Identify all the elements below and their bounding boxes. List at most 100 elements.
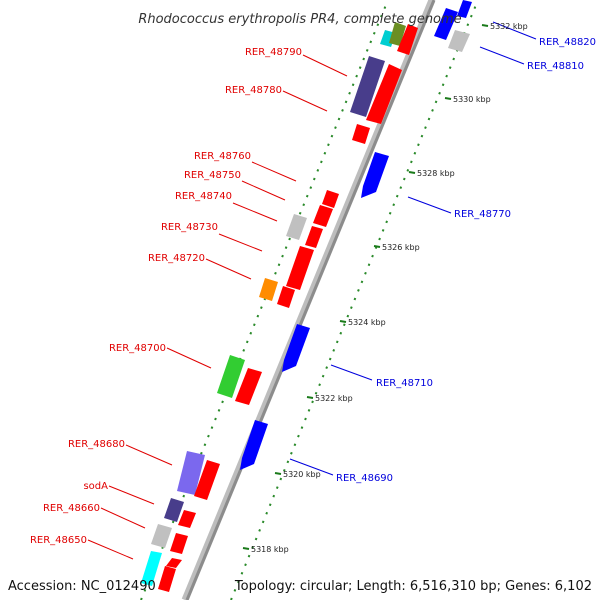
gene-label-rer_48730[interactable]: RER_48730 xyxy=(161,222,218,233)
gene-features xyxy=(141,0,472,592)
gene-arrow-rer-48790[interactable] xyxy=(350,56,385,117)
gene-arrow-rer-48730[interactable] xyxy=(286,246,314,290)
guide-dot xyxy=(342,323,346,327)
guide-dot xyxy=(383,6,387,9)
gene-arrow-rer-48760[interactable] xyxy=(322,190,339,208)
guide-dot xyxy=(182,494,186,498)
gene-arrow-rer-48740[interactable] xyxy=(286,214,307,240)
genome-title: Rhodococcus erythropolis PR4, complete g… xyxy=(138,12,461,27)
guide-dot xyxy=(309,186,313,189)
gene-label-rer_48690[interactable]: RER_48690 xyxy=(336,473,393,484)
guide-dot xyxy=(251,546,254,549)
leader-line-rer_48790 xyxy=(302,54,348,77)
gene-arrow-rer-48680[interactable] xyxy=(177,451,205,495)
gene-arrow-rer-48660[interactable] xyxy=(151,524,172,548)
gene-arrow-red-h[interactable] xyxy=(305,226,323,248)
gene-label-rer_48710[interactable]: RER_48710 xyxy=(376,378,433,389)
guide-dot xyxy=(207,434,210,438)
gene-arrow-rer-48690[interactable] xyxy=(240,420,268,470)
gene-label-rer_48780[interactable]: RER_48780 xyxy=(225,85,282,96)
gene-arrow-red-g[interactable] xyxy=(277,286,295,308)
guide-dot xyxy=(297,434,300,438)
guide-dot xyxy=(335,340,339,344)
gene-label-rer_48770[interactable]: RER_48770 xyxy=(454,209,511,220)
leader-line-rer_48710 xyxy=(330,364,373,381)
gene-arrow-rer-48700[interactable] xyxy=(217,355,245,398)
guide-dot xyxy=(328,357,332,361)
guide-dot xyxy=(316,169,320,172)
guide-dot xyxy=(268,503,272,507)
guide-dot xyxy=(321,374,325,378)
topology-text: Topology: circular; Length: 6,516,310 bp… xyxy=(234,579,592,594)
guide-dot xyxy=(431,109,434,112)
guide-dot xyxy=(392,203,396,207)
guide-dot xyxy=(341,109,344,112)
guide-dot xyxy=(272,494,276,498)
leader-lines xyxy=(87,21,537,560)
scale-tick-mark xyxy=(339,320,347,323)
gene-label-rer_48750[interactable]: RER_48750 xyxy=(184,170,241,181)
gene-label-rer_48810[interactable]: RER_48810 xyxy=(527,61,584,72)
gene-label-rer_48740[interactable]: RER_48740 xyxy=(175,191,232,202)
guide-dot xyxy=(323,151,327,155)
gene-label-rer_48790[interactable]: RER_48790 xyxy=(245,47,302,58)
guide-dot xyxy=(452,57,456,61)
gene-arrow-rer-48770[interactable] xyxy=(361,152,389,198)
gene-arrow-rer-48710[interactable] xyxy=(282,324,310,372)
gene-arrow-rer-48780[interactable] xyxy=(366,64,402,124)
gene-arrow-top-blue-small[interactable] xyxy=(457,0,472,18)
gene-arrow-red-e[interactable] xyxy=(194,460,220,500)
guide-dot xyxy=(348,91,351,95)
guide-dot xyxy=(274,271,277,275)
gene-arrow-rer-48810[interactable] xyxy=(448,30,470,52)
gene-label-rer_48660[interactable]: RER_48660 xyxy=(43,503,100,514)
guide-dot xyxy=(252,323,256,327)
gene-arrow-rer-48780-small[interactable] xyxy=(352,124,370,144)
gene-arrow-red-f[interactable] xyxy=(235,368,262,405)
leader-line-rer_48700 xyxy=(166,347,212,369)
gene-label-rer_48650[interactable]: RER_48650 xyxy=(30,535,87,546)
guide-dot xyxy=(365,49,369,52)
scale-tick-label: 5328 kbp xyxy=(417,169,455,178)
guide-dot xyxy=(298,211,302,215)
guide-dot xyxy=(143,589,147,592)
scale-tick-label: 5322 kbp xyxy=(315,394,353,403)
guide-dot xyxy=(314,391,318,395)
gene-label-soda[interactable]: sodA xyxy=(83,481,108,492)
gene-arrow-red-c[interactable] xyxy=(170,533,188,554)
gene-arrow-rer-48650[interactable] xyxy=(141,551,162,586)
gene-arrow-red-b[interactable] xyxy=(166,558,182,568)
guide-dot xyxy=(445,74,448,78)
gene-label-rer_48720[interactable]: RER_48720 xyxy=(148,253,205,264)
guide-dot xyxy=(330,134,334,138)
guide-dot xyxy=(395,194,399,198)
guide-dot xyxy=(388,211,392,215)
leader-line-rer_48690 xyxy=(289,458,334,476)
gene-label-rer_48820[interactable]: RER_48820 xyxy=(539,37,596,48)
leader-line-rer_48730 xyxy=(218,233,263,252)
guide-dot xyxy=(244,563,247,567)
scale-tick-mark xyxy=(444,97,452,100)
gene-arrow-red-d[interactable] xyxy=(178,510,196,528)
gene-label-rer_48700[interactable]: RER_48700 xyxy=(109,343,166,354)
gene-arrow-rer-48750[interactable] xyxy=(313,205,333,227)
guide-dot xyxy=(290,451,293,455)
leader-line-rer_48750 xyxy=(241,180,286,201)
gene-arrow-sodA[interactable] xyxy=(164,498,184,522)
guide-dot xyxy=(357,289,360,292)
gene-arrow-top-red[interactable] xyxy=(397,24,418,55)
gene-arrow-rer-48720[interactable] xyxy=(259,278,278,301)
gene-arrow-red-a[interactable] xyxy=(158,566,176,592)
guide-dot xyxy=(381,229,385,232)
gene-label-rer_48680[interactable]: RER_48680 xyxy=(68,439,125,450)
leader-line-soda xyxy=(108,485,155,505)
leader-line-rer_48780 xyxy=(282,90,328,112)
genome-axis xyxy=(181,0,436,600)
guide-dot xyxy=(358,66,362,69)
gene-arrow-rer-48820[interactable] xyxy=(434,8,458,40)
gene-label-rer_48760[interactable]: RER_48760 xyxy=(194,151,251,162)
guide-dot xyxy=(256,314,260,318)
guide-dot xyxy=(470,14,473,18)
guide-dot xyxy=(339,331,343,335)
guide-dot xyxy=(325,366,328,369)
